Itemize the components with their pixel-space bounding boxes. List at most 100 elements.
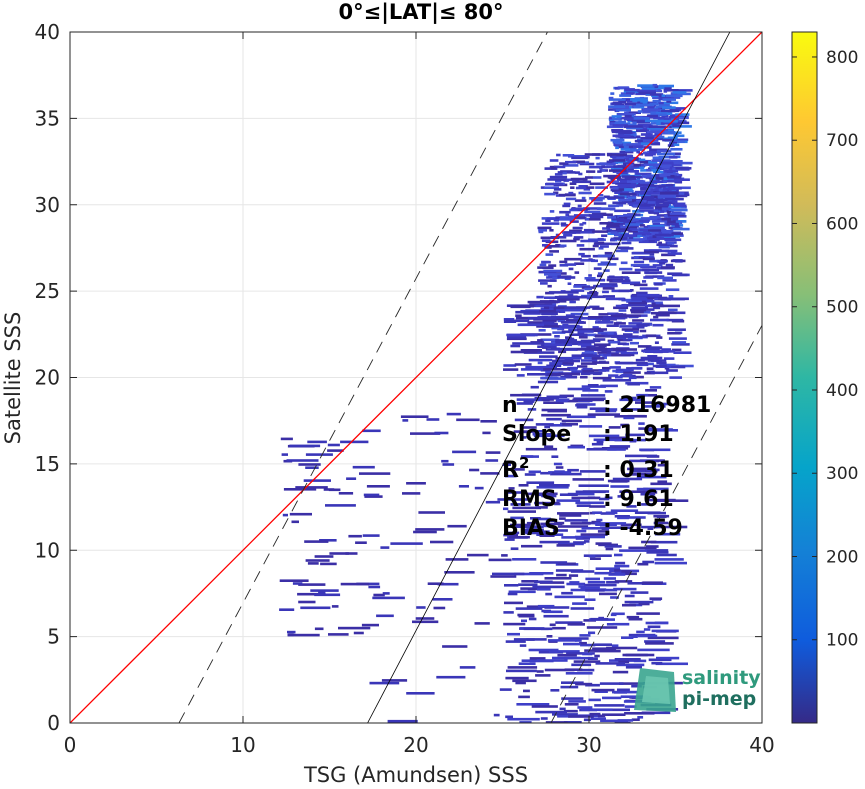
density-cell	[611, 102, 619, 105]
density-cell	[560, 321, 584, 324]
density-cell	[474, 622, 490, 625]
density-cell	[612, 134, 631, 138]
density-cell	[530, 385, 539, 389]
density-cell	[613, 237, 628, 240]
density-cell	[647, 359, 662, 362]
density-cell	[583, 188, 591, 191]
x-axis-label: TSG (Amundsen) SSS	[303, 763, 528, 787]
density-cell	[571, 354, 601, 357]
density-cell	[506, 669, 537, 673]
density-cell	[645, 428, 673, 431]
density-cell	[670, 107, 686, 110]
density-cell	[542, 266, 554, 270]
density-cell	[624, 177, 637, 181]
density-cell	[622, 603, 636, 607]
density-cell	[643, 628, 651, 631]
density-cell	[668, 115, 679, 119]
bound-line-dashed	[550, 324, 762, 723]
density-cell	[640, 299, 655, 303]
density-cell	[615, 146, 619, 150]
density-cell	[643, 146, 652, 149]
density-cell	[588, 698, 601, 702]
density-cell	[616, 663, 645, 667]
density-cell	[584, 583, 617, 587]
density-cell	[485, 500, 501, 504]
density-cell	[586, 170, 596, 173]
density-cell	[628, 617, 643, 621]
density-cell	[564, 703, 579, 706]
density-cell	[637, 110, 643, 113]
density-cell	[640, 217, 658, 220]
density-cell	[549, 279, 556, 282]
density-cell	[658, 155, 676, 159]
density-cell	[673, 125, 692, 128]
density-cell	[514, 363, 532, 366]
density-cell	[612, 622, 630, 626]
density-cell	[539, 540, 570, 544]
density-cell	[584, 287, 592, 291]
density-cell	[663, 90, 668, 93]
density-cell	[562, 422, 578, 426]
density-cell	[601, 169, 606, 172]
density-cell	[560, 222, 567, 225]
density-cell	[638, 335, 648, 339]
density-cell	[655, 105, 668, 108]
density-cell	[418, 511, 445, 514]
y-axis-ticks: 0 5 10 15 20 25 30 35 40	[35, 20, 762, 735]
density-cell	[624, 217, 635, 221]
density-cell	[626, 300, 642, 303]
density-cell	[665, 249, 678, 253]
density-cell	[631, 684, 642, 688]
density-cell	[640, 127, 654, 131]
density-cell	[642, 110, 659, 114]
density-cell	[571, 156, 589, 160]
density-cell	[608, 204, 620, 208]
density-cell	[644, 371, 655, 375]
density-cell	[651, 301, 663, 305]
density-cell	[563, 709, 578, 713]
density-cell	[647, 625, 661, 629]
density-cell	[615, 182, 627, 185]
density-cell	[362, 429, 381, 433]
density-cell	[359, 472, 391, 475]
density-cell	[627, 382, 640, 386]
density-cell	[569, 182, 577, 185]
density-cell	[307, 440, 327, 444]
density-cell	[647, 127, 666, 130]
density-cell	[515, 681, 526, 685]
density-cell	[630, 591, 649, 594]
density-cell	[616, 189, 634, 193]
density-cell	[604, 334, 630, 338]
density-cell	[597, 351, 612, 354]
density-cell	[672, 141, 677, 145]
density-cell	[609, 169, 627, 172]
density-cell	[610, 238, 615, 242]
density-cell	[540, 282, 548, 285]
density-cell	[652, 99, 661, 103]
density-cell	[620, 276, 629, 279]
density-cell	[504, 319, 530, 323]
density-cell	[599, 592, 617, 596]
density-cell	[609, 159, 626, 162]
density-cell	[628, 237, 634, 240]
density-cell	[606, 580, 620, 584]
density-cell	[589, 165, 608, 169]
density-cell	[617, 178, 632, 181]
density-cell	[585, 577, 600, 581]
density-cell	[663, 89, 679, 92]
density-cell	[527, 321, 552, 324]
density-cell	[648, 239, 655, 243]
density-cell	[552, 331, 566, 334]
density-cell	[607, 153, 616, 157]
density-cell	[538, 368, 570, 371]
density-cell	[533, 517, 551, 521]
density-cell	[558, 310, 566, 313]
density-cell	[613, 322, 626, 325]
density-cell	[541, 413, 571, 417]
colorbar-tick-label: 700	[826, 131, 858, 151]
density-cell	[650, 482, 672, 486]
density-cell	[542, 524, 552, 528]
density-cell	[624, 114, 632, 118]
density-cell	[622, 166, 627, 170]
density-cell	[643, 163, 660, 166]
